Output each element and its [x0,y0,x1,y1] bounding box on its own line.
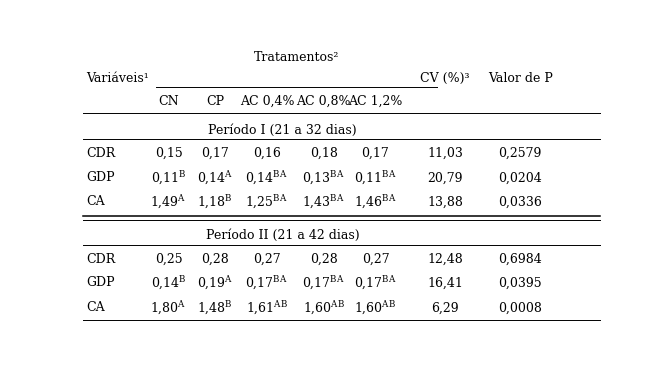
Text: 1,80$^{\mathregular{A}}$: 1,80$^{\mathregular{A}}$ [151,299,187,317]
Text: CV (%)³: CV (%)³ [420,72,470,85]
Text: Variáveis¹: Variáveis¹ [86,72,149,85]
Text: Período II (21 a 42 dias): Período II (21 a 42 dias) [205,229,360,242]
Text: 0,15: 0,15 [155,147,183,160]
Text: 0,17: 0,17 [362,147,390,160]
Text: 0,6984: 0,6984 [498,253,542,266]
Text: 0,11$^{\mathregular{B}}$: 0,11$^{\mathregular{B}}$ [151,169,187,186]
Text: 0,16: 0,16 [253,147,281,160]
Text: 1,60$^{\mathregular{AB}}$: 1,60$^{\mathregular{AB}}$ [303,299,345,317]
Text: 1,25$^{\mathregular{BA}}$: 1,25$^{\mathregular{BA}}$ [245,193,288,211]
Text: 1,46$^{\mathregular{BA}}$: 1,46$^{\mathregular{BA}}$ [354,193,397,211]
Text: AC 1,2%: AC 1,2% [348,94,403,108]
Text: 0,27: 0,27 [253,253,281,266]
Text: 11,03: 11,03 [428,147,463,160]
Text: 0,28: 0,28 [201,253,229,266]
Text: 0,13$^{\mathregular{BA}}$: 0,13$^{\mathregular{BA}}$ [302,169,345,186]
Text: 0,2579: 0,2579 [498,147,542,160]
Text: CDR: CDR [86,253,115,266]
Text: 20,79: 20,79 [428,171,463,184]
Text: 1,43$^{\mathregular{BA}}$: 1,43$^{\mathregular{BA}}$ [302,193,345,211]
Text: 6,29: 6,29 [432,301,459,314]
Text: 0,28: 0,28 [310,253,338,266]
Text: 0,17$^{\mathregular{BA}}$: 0,17$^{\mathregular{BA}}$ [354,274,397,292]
Text: 0,0336: 0,0336 [498,196,542,208]
Text: 0,0008: 0,0008 [498,301,542,314]
Text: 0,18: 0,18 [309,147,338,160]
Text: 1,60$^{\mathregular{AB}}$: 1,60$^{\mathregular{AB}}$ [354,299,396,317]
Text: 0,17$^{\mathregular{BA}}$: 0,17$^{\mathregular{BA}}$ [302,274,345,292]
Text: AC 0,4%: AC 0,4% [239,94,294,108]
Text: Período I (21 a 32 dias): Período I (21 a 32 dias) [208,124,357,137]
Text: Valor de P: Valor de P [488,72,553,85]
Text: 0,11$^{\mathregular{BA}}$: 0,11$^{\mathregular{BA}}$ [354,169,397,186]
Text: 0,25: 0,25 [155,253,183,266]
Text: 1,18$^{\mathregular{B}}$: 1,18$^{\mathregular{B}}$ [197,193,233,211]
Text: 1,49$^{\mathregular{A}}$: 1,49$^{\mathregular{A}}$ [151,193,187,211]
Text: CDR: CDR [86,147,115,160]
Text: 0,14$^{\mathregular{B}}$: 0,14$^{\mathregular{B}}$ [151,274,187,292]
Text: 0,19$^{\mathregular{A}}$: 0,19$^{\mathregular{A}}$ [197,274,233,292]
Text: CA: CA [86,301,105,314]
Text: 0,0395: 0,0395 [498,276,542,289]
Text: Tratamentos²: Tratamentos² [254,51,340,63]
Text: 0,0204: 0,0204 [498,171,542,184]
Text: 0,14$^{\mathregular{BA}}$: 0,14$^{\mathregular{BA}}$ [245,169,288,186]
Text: 1,61$^{\mathregular{AB}}$: 1,61$^{\mathregular{AB}}$ [246,299,288,317]
Text: 13,88: 13,88 [428,196,463,208]
Text: AC 0,8%: AC 0,8% [297,94,351,108]
Text: 0,14$^{\mathregular{A}}$: 0,14$^{\mathregular{A}}$ [197,169,233,186]
Text: 0,27: 0,27 [362,253,390,266]
Text: CN: CN [158,94,179,108]
Text: 0,17$^{\mathregular{BA}}$: 0,17$^{\mathregular{BA}}$ [245,274,288,292]
Text: 12,48: 12,48 [428,253,463,266]
Text: 0,17: 0,17 [201,147,229,160]
Text: GDP: GDP [86,171,115,184]
Text: 1,48$^{\mathregular{B}}$: 1,48$^{\mathregular{B}}$ [197,299,233,317]
Text: CA: CA [86,196,105,208]
Text: GDP: GDP [86,276,115,289]
Text: CP: CP [206,94,224,108]
Text: 16,41: 16,41 [428,276,463,289]
